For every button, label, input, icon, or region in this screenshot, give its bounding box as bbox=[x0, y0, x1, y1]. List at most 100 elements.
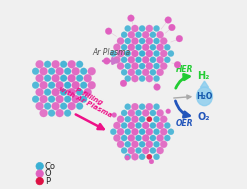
Circle shape bbox=[146, 75, 153, 82]
Circle shape bbox=[44, 89, 51, 96]
Circle shape bbox=[128, 56, 135, 63]
Circle shape bbox=[36, 88, 43, 96]
Circle shape bbox=[56, 95, 63, 103]
Circle shape bbox=[113, 134, 121, 142]
Circle shape bbox=[121, 135, 127, 141]
Text: H₂O: H₂O bbox=[196, 92, 213, 101]
Circle shape bbox=[142, 69, 149, 76]
Circle shape bbox=[157, 147, 164, 154]
Circle shape bbox=[40, 67, 47, 75]
Circle shape bbox=[160, 141, 167, 148]
Circle shape bbox=[160, 63, 167, 70]
Circle shape bbox=[142, 147, 149, 154]
Circle shape bbox=[113, 56, 121, 63]
Circle shape bbox=[36, 60, 43, 68]
Circle shape bbox=[56, 67, 63, 75]
Text: Ar Plasma: Ar Plasma bbox=[93, 48, 131, 57]
Circle shape bbox=[128, 31, 135, 38]
Circle shape bbox=[117, 63, 124, 70]
Circle shape bbox=[150, 69, 156, 75]
Circle shape bbox=[164, 135, 170, 141]
Circle shape bbox=[48, 96, 55, 103]
Circle shape bbox=[52, 102, 60, 110]
Circle shape bbox=[84, 88, 92, 96]
Circle shape bbox=[52, 74, 60, 82]
Circle shape bbox=[135, 122, 142, 129]
Circle shape bbox=[110, 129, 116, 135]
Circle shape bbox=[135, 32, 142, 38]
Circle shape bbox=[125, 141, 131, 147]
Circle shape bbox=[60, 89, 67, 96]
Circle shape bbox=[88, 81, 96, 89]
Circle shape bbox=[32, 82, 39, 89]
Circle shape bbox=[120, 80, 127, 87]
Circle shape bbox=[168, 24, 175, 31]
Circle shape bbox=[153, 38, 160, 44]
Circle shape bbox=[64, 110, 71, 116]
Circle shape bbox=[76, 61, 83, 68]
Circle shape bbox=[36, 74, 43, 82]
Circle shape bbox=[56, 81, 63, 89]
Circle shape bbox=[157, 44, 164, 51]
Circle shape bbox=[80, 96, 87, 103]
Circle shape bbox=[139, 75, 145, 82]
Circle shape bbox=[48, 68, 55, 75]
Circle shape bbox=[76, 89, 83, 96]
Circle shape bbox=[40, 81, 47, 89]
Circle shape bbox=[32, 96, 39, 103]
Circle shape bbox=[142, 109, 149, 117]
Circle shape bbox=[146, 63, 153, 70]
Circle shape bbox=[135, 135, 142, 141]
Circle shape bbox=[146, 50, 153, 57]
Circle shape bbox=[142, 134, 149, 142]
Circle shape bbox=[72, 95, 80, 103]
Circle shape bbox=[135, 44, 142, 50]
Circle shape bbox=[76, 75, 83, 82]
Circle shape bbox=[164, 57, 170, 63]
Circle shape bbox=[131, 37, 139, 45]
Circle shape bbox=[168, 129, 174, 135]
Circle shape bbox=[139, 141, 145, 147]
Circle shape bbox=[131, 141, 139, 148]
Circle shape bbox=[139, 50, 145, 57]
Circle shape bbox=[131, 50, 139, 57]
Circle shape bbox=[84, 74, 92, 82]
Circle shape bbox=[125, 25, 131, 32]
Circle shape bbox=[121, 57, 127, 63]
Circle shape bbox=[135, 69, 142, 75]
Circle shape bbox=[150, 147, 156, 154]
Circle shape bbox=[139, 104, 145, 110]
Circle shape bbox=[139, 38, 145, 44]
Circle shape bbox=[139, 154, 145, 160]
Circle shape bbox=[146, 128, 153, 135]
Circle shape bbox=[125, 155, 130, 160]
Circle shape bbox=[153, 104, 160, 110]
Circle shape bbox=[125, 129, 131, 135]
Circle shape bbox=[149, 159, 154, 164]
Circle shape bbox=[60, 61, 67, 68]
Circle shape bbox=[157, 56, 164, 63]
Circle shape bbox=[131, 128, 139, 135]
Circle shape bbox=[131, 25, 139, 32]
Circle shape bbox=[153, 141, 160, 147]
Circle shape bbox=[72, 81, 80, 89]
Circle shape bbox=[165, 17, 172, 23]
Circle shape bbox=[153, 75, 160, 82]
Circle shape bbox=[125, 116, 131, 122]
Text: O₂: O₂ bbox=[197, 112, 209, 122]
Circle shape bbox=[44, 61, 51, 68]
Circle shape bbox=[131, 63, 139, 70]
Circle shape bbox=[166, 109, 171, 114]
Circle shape bbox=[48, 110, 55, 116]
Circle shape bbox=[44, 103, 51, 110]
Circle shape bbox=[72, 67, 80, 75]
Circle shape bbox=[64, 68, 71, 75]
Text: O: O bbox=[45, 169, 51, 178]
Circle shape bbox=[160, 128, 167, 135]
Circle shape bbox=[76, 103, 83, 110]
Circle shape bbox=[142, 56, 149, 63]
Text: OER: OER bbox=[176, 119, 193, 128]
Circle shape bbox=[128, 134, 135, 142]
Circle shape bbox=[164, 122, 170, 129]
Circle shape bbox=[112, 113, 117, 117]
